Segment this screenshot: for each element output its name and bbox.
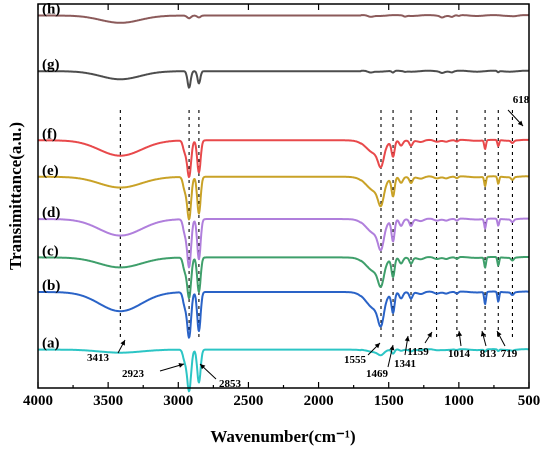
curve-label: (g) [42,57,60,73]
x-tick-label: 3500 [93,393,123,409]
spectrum-line-f [37,138,530,179]
peak-label-1341: 1341 [394,358,416,370]
peak-label-1555: 1555 [344,354,367,366]
x-tick-label: 2500 [233,393,263,409]
peak-arrowhead [389,345,395,351]
x-tick-label: 1500 [374,393,404,409]
peak-arrowhead [457,331,463,337]
x-tick-label: 2000 [304,393,334,409]
curve-label: (a) [42,336,60,352]
peak-label-3413: 3413 [87,352,110,364]
spectrum-line-g [37,69,530,89]
peak-label-1469: 1469 [366,368,389,380]
peak-arrowhead [497,331,502,337]
curve-label: (d) [42,205,60,221]
peak-label-618: 618 [513,94,530,106]
peak-label-2853: 2853 [219,378,242,390]
spectra [37,14,530,393]
x-axis: 4000 3500 3000 2500 2000 1500 1000 500 [23,4,540,409]
peak-arrowhead [404,336,410,342]
peak-arrowhead [178,363,184,368]
curve-label: (e) [42,163,59,179]
spectrum-line-b [37,290,530,339]
curve-label: (f) [42,126,57,142]
peak-label-1014: 1014 [448,348,471,360]
x-tick-label: 3000 [163,393,193,409]
x-tick-label: 1000 [444,393,474,409]
peak-arrowhead [427,332,432,338]
spectrum-line-a [37,348,530,393]
curve-labels: (h) (g) (f) (e) (d) (c) (b) (a) [42,2,60,352]
peak-label-1159: 1159 [407,346,429,358]
peak-arrowhead [374,343,380,349]
peak-arrowhead [200,364,206,370]
peak-arrowhead [120,340,125,346]
x-tick-label: 500 [518,393,541,409]
curve-label: (b) [42,278,60,294]
peak-label-2923: 2923 [122,368,145,380]
spectrum-line-e [37,175,530,221]
peak-arrowhead [480,331,486,337]
spectrum-line-c [37,256,530,300]
peak-label-719: 719 [501,348,518,360]
peak-arrowhead [517,120,523,126]
y-axis-title: Transimittance(a.u.) [6,122,25,270]
spectrum-line-h [37,14,530,24]
curve-label: (c) [42,243,59,259]
spectrum-line-d [37,217,530,269]
curve-label: (h) [42,2,60,18]
x-axis-title: Wavenumber(cm⁻¹) [210,427,355,446]
x-tick-label: 4000 [23,393,53,409]
peak-label-813: 813 [480,348,497,360]
